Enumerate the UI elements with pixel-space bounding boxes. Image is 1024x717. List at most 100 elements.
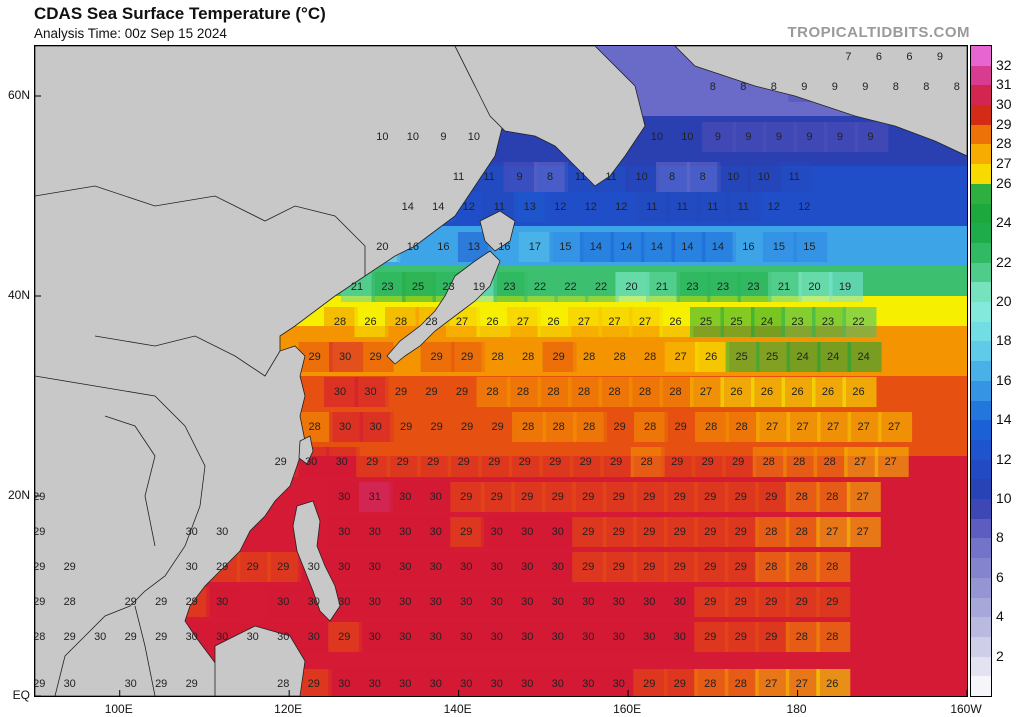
sst-patch — [419, 622, 454, 652]
sst-patch — [511, 482, 546, 512]
sst-value: 29 — [610, 456, 622, 468]
sst-value: 29 — [155, 631, 167, 643]
sst-patch — [629, 377, 663, 407]
sst-value: 30 — [369, 561, 381, 573]
sst-value: 28 — [826, 631, 838, 643]
sst-value: 29 — [155, 596, 167, 608]
sst-value: 8 — [547, 171, 553, 183]
sst-patch — [701, 232, 736, 262]
sst-patch — [402, 272, 436, 302]
sst-patch — [507, 307, 541, 337]
sst-value: 6 — [876, 51, 882, 63]
sst-value: 28 — [613, 351, 625, 363]
sst-patch — [671, 232, 706, 262]
sst-patch — [356, 447, 391, 477]
sst-value: 30 — [369, 526, 381, 538]
sst-patch — [737, 272, 772, 302]
sst-patch — [358, 622, 393, 652]
sst-patch — [572, 482, 607, 512]
sst-value: 10 — [651, 131, 663, 143]
sst-value: 11 — [677, 201, 688, 213]
sst-patch — [724, 552, 759, 582]
colorbar-label: 20 — [996, 293, 1012, 310]
sst-value: 30 — [613, 678, 625, 690]
colorbar-label: 6 — [996, 568, 1004, 585]
sst-value: 28 — [491, 351, 503, 363]
sst-value: 16 — [407, 241, 419, 253]
sst-patch — [676, 272, 711, 302]
colorbar-swatch — [971, 420, 991, 440]
sst-patch — [778, 162, 813, 192]
sst-value: 30 — [552, 561, 564, 573]
sst-value: 29 — [765, 491, 777, 503]
sst-patch — [724, 482, 759, 512]
sst-patch — [542, 412, 577, 442]
sst-value: 28 — [793, 456, 805, 468]
sst-value: 9 — [832, 81, 838, 93]
sst-patch — [691, 447, 726, 477]
sst-patch — [511, 622, 546, 652]
sst-value: 29 — [643, 678, 655, 690]
sst-value: 29 — [702, 456, 714, 468]
sst-patch — [541, 517, 576, 547]
sst-patch — [513, 192, 548, 222]
sst-value: 11 — [646, 201, 657, 213]
sst-value: 11 — [788, 171, 799, 183]
colorbar-label: 32 — [996, 56, 1012, 73]
colorbar-label: 12 — [996, 450, 1012, 467]
sst-value: 29 — [216, 561, 228, 573]
sst-value: 29 — [488, 456, 500, 468]
colorbar-swatch — [971, 439, 991, 460]
sst-patch — [816, 517, 851, 547]
sst-patch — [610, 232, 645, 262]
sst-value: 28 — [765, 526, 777, 538]
sst-value: 11 — [494, 201, 505, 213]
colorbar-label: 27 — [996, 155, 1012, 172]
sst-patch — [756, 342, 791, 372]
sst-patch — [419, 669, 454, 696]
sst-value: 28 — [826, 561, 838, 573]
sst-patch — [602, 622, 637, 652]
sst-patch — [419, 587, 454, 617]
sst-value: 29 — [395, 386, 407, 398]
sst-value: 29 — [125, 596, 137, 608]
sst-value: 29 — [308, 351, 320, 363]
map-title: CDAS Sea Surface Temperature (°C) — [34, 4, 326, 23]
sst-patch — [630, 447, 665, 477]
sst-value: 14 — [712, 241, 724, 253]
sst-patch — [757, 192, 792, 222]
sst-value: 29 — [461, 421, 473, 433]
country-border — [35, 185, 366, 276]
sst-patch — [694, 552, 729, 582]
sst-value: 27 — [857, 421, 869, 433]
colorbar-swatch — [971, 282, 991, 303]
colorbar-swatch — [971, 242, 991, 263]
sst-patch — [694, 482, 729, 512]
sst-value: 12 — [554, 201, 566, 213]
sst-value: 20 — [376, 241, 388, 253]
sst-value: 30 — [430, 561, 442, 573]
sst-patch — [793, 232, 828, 262]
sst-value: 11 — [707, 201, 718, 213]
sst-value: 30 — [125, 678, 137, 690]
sst-value: 29 — [430, 421, 442, 433]
sst-value: 29 — [369, 351, 381, 363]
sst-patch — [817, 342, 852, 372]
sst-value: 9 — [745, 131, 751, 143]
sst-patch — [481, 412, 516, 442]
sst-value: 23 — [442, 281, 454, 293]
sst-value: 9 — [806, 131, 812, 143]
sst-value: 29 — [549, 456, 561, 468]
sst-value: 29 — [735, 526, 747, 538]
sst-patch — [762, 232, 797, 262]
sst-value: 30 — [521, 561, 533, 573]
sst-value: 25 — [735, 351, 747, 363]
colorbar-swatch — [971, 636, 991, 657]
sst-patch — [371, 272, 406, 302]
land-philippines — [292, 500, 341, 622]
sst-patch — [664, 412, 699, 442]
sst-patch — [756, 412, 791, 442]
sst-patch — [724, 669, 759, 696]
sst-value: 29 — [35, 491, 45, 503]
sst-patch — [847, 342, 882, 372]
